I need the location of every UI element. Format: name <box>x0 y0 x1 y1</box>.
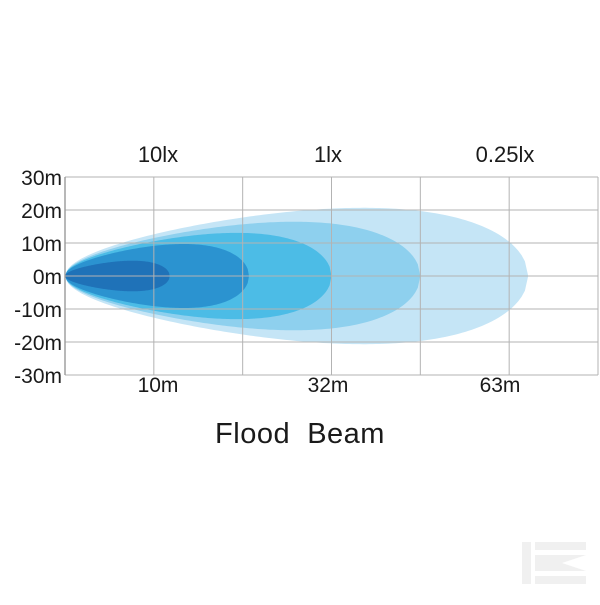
chart-title: Flood Beam <box>215 418 385 450</box>
y-tick-label-10m: 10m <box>21 233 62 256</box>
x-tick-label-10m: 10m <box>137 374 179 397</box>
chart-gridlines <box>64 176 599 376</box>
y-tick-label-20m: 20m <box>21 200 62 223</box>
y-tick-label-0m: 0m <box>32 266 62 289</box>
x-tick-label-32m: 32m <box>307 374 349 397</box>
x-tick-label-63m: 63m <box>479 374 521 397</box>
y-tick-label-30m: 30m <box>21 167 62 190</box>
y-tick-label--30m: -30m <box>14 365 62 388</box>
y-tick-label--20m: -20m <box>14 332 62 355</box>
kramp-logo-watermark-icon <box>522 542 586 584</box>
lux-label-1lx: 1lx <box>313 142 343 167</box>
lux-label-0.25lx: 0.25lx <box>475 142 535 167</box>
lux-label-10lx: 10lx <box>137 142 179 167</box>
y-tick-label--10m: -10m <box>14 299 62 322</box>
